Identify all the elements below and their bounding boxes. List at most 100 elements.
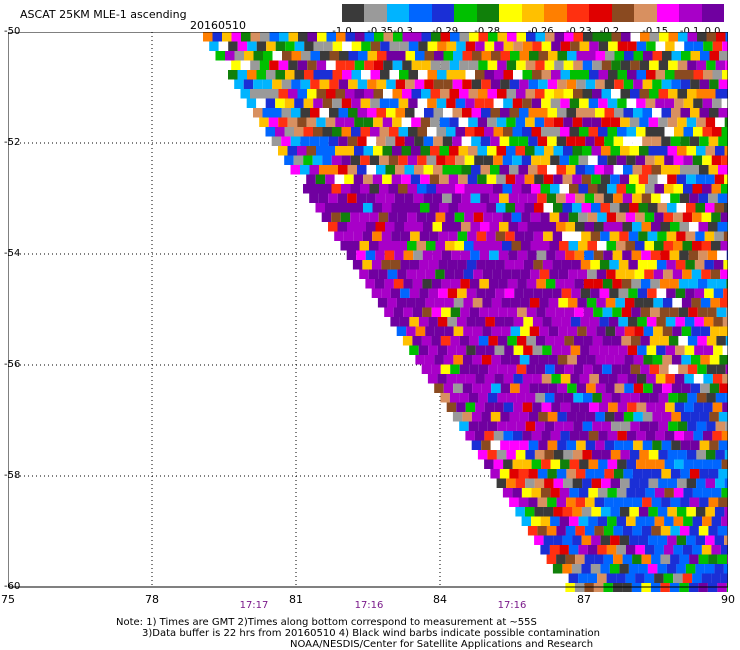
swath-cell	[677, 450, 687, 460]
swath-cell	[705, 146, 715, 156]
swath-cell	[721, 488, 728, 498]
swath-cell	[472, 326, 483, 336]
swath-cell	[483, 155, 494, 165]
swath-cell	[665, 70, 675, 80]
swath-cell	[645, 98, 656, 108]
swath-cell	[649, 393, 659, 403]
swath-cell	[367, 108, 377, 118]
swath-cell	[380, 70, 390, 80]
swath-cell	[724, 507, 728, 517]
swath-cell	[335, 117, 345, 127]
swath-cell	[322, 184, 332, 194]
swath-cell	[630, 60, 640, 70]
swath-cell	[556, 469, 567, 479]
swath-cell	[621, 32, 631, 42]
swath-cell	[519, 51, 529, 61]
swath-cell	[328, 222, 338, 232]
swath-cell	[572, 507, 582, 517]
swath-cell	[721, 459, 728, 469]
swath-cell	[673, 488, 684, 498]
swath-cell	[524, 231, 534, 241]
swath-cell	[606, 545, 617, 555]
swath-cell	[660, 193, 671, 203]
swath-cell	[485, 345, 495, 355]
swath-cell	[563, 393, 574, 403]
swath-cell	[575, 526, 585, 536]
swath-cell	[667, 507, 677, 517]
swath-cell	[726, 279, 728, 289]
latitude-label: -52	[4, 137, 21, 148]
swath-cell	[704, 288, 714, 298]
swath-cell	[413, 222, 423, 232]
swath-cell	[598, 431, 608, 441]
swath-cell	[500, 51, 510, 61]
swath-cell	[617, 431, 627, 441]
swath-cell	[692, 241, 702, 251]
swath-cell	[331, 212, 341, 222]
swath-cell	[690, 440, 700, 450]
swath-cell	[617, 98, 627, 108]
swath-cell	[522, 127, 532, 137]
swath-cell	[360, 127, 370, 137]
swath-cell	[367, 51, 377, 61]
swath-cell	[431, 279, 442, 289]
swath-cell	[498, 279, 508, 289]
swath-cell	[670, 193, 680, 203]
swath-cell	[569, 184, 579, 194]
swath-cell	[619, 203, 629, 213]
swath-cell	[549, 212, 560, 222]
swath-cell	[500, 355, 511, 365]
swath-cell	[468, 393, 479, 403]
swath-cell	[218, 41, 229, 51]
swath-cell	[221, 60, 232, 70]
swath-cell	[670, 136, 681, 146]
swath-cell	[608, 374, 618, 384]
swath-cell	[525, 117, 535, 127]
swath-cell	[642, 136, 652, 146]
swath-cell	[673, 545, 683, 555]
swath-cell	[437, 374, 447, 384]
swath-cell	[344, 174, 354, 184]
color-scale-swatch	[364, 4, 387, 22]
swath-cell	[336, 32, 346, 42]
swath-cell	[719, 383, 728, 393]
swath-cell	[584, 250, 594, 260]
swath-cell	[718, 497, 728, 507]
swath-cell	[666, 288, 676, 298]
swath-cell	[470, 193, 481, 203]
longitude-label: 81	[289, 593, 303, 606]
swath-cell	[696, 117, 706, 127]
swath-cell	[717, 554, 728, 564]
swath-cell	[384, 279, 394, 289]
swath-cell	[378, 212, 389, 222]
swath-cell	[652, 355, 663, 365]
swath-cell	[715, 117, 725, 127]
swath-cell	[453, 355, 463, 365]
swath-cell	[714, 535, 725, 545]
swath-cell	[278, 60, 289, 70]
swath-cell	[438, 260, 448, 270]
swath-cell	[467, 203, 477, 213]
swath-cell	[515, 203, 525, 213]
swath-cell	[422, 307, 432, 317]
swath-cell	[602, 279, 613, 289]
swath-cell	[565, 526, 576, 536]
swath-cell	[453, 383, 463, 393]
swath-cell	[622, 193, 633, 203]
swath-cell	[433, 108, 443, 118]
swath-cell	[648, 203, 658, 213]
swath-cell	[712, 402, 723, 412]
swath-cell	[378, 269, 388, 279]
swath-cell	[521, 155, 532, 165]
swath-cell	[720, 212, 728, 222]
swath-cell	[589, 317, 600, 327]
swath-cell	[345, 89, 355, 99]
swath-cell	[572, 450, 583, 460]
swath-cell	[383, 89, 393, 99]
swath-cell	[639, 146, 649, 156]
swath-cell	[629, 450, 640, 460]
swath-cell	[450, 336, 460, 346]
swath-cell	[680, 440, 691, 450]
swath-cell	[536, 250, 547, 260]
swath-cell	[269, 89, 279, 99]
